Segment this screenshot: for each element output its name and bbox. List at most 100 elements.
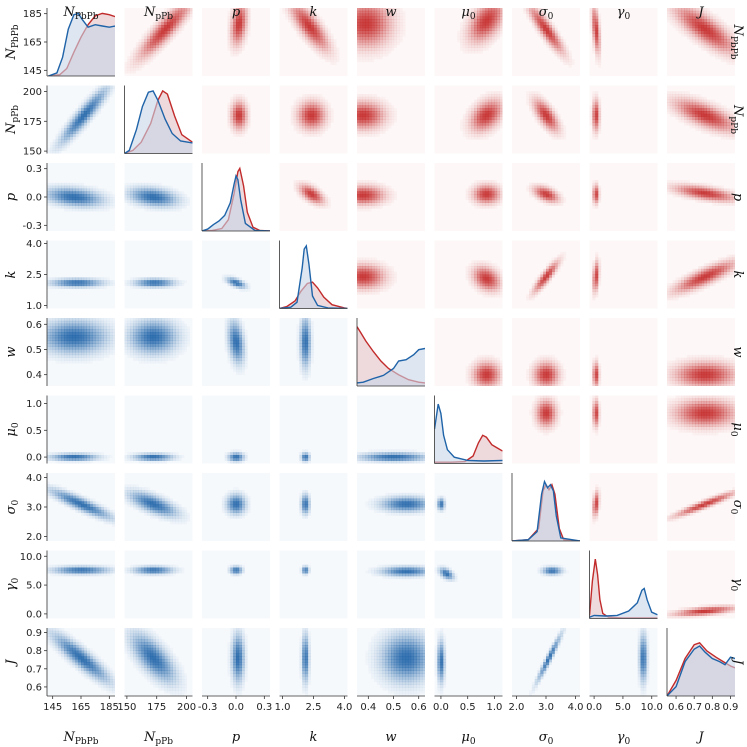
density-cell (678, 108, 682, 112)
density-cell (474, 130, 478, 134)
density-cell (551, 194, 555, 198)
density-cell (78, 202, 82, 206)
density-cell (709, 119, 713, 123)
density-cell (55, 329, 59, 333)
density-cell (689, 285, 693, 289)
density-cell (667, 285, 671, 289)
density-cell (540, 191, 544, 195)
density-cell (362, 111, 366, 115)
density-cell (186, 202, 190, 206)
density-cell (701, 25, 705, 29)
density-cell (393, 13, 397, 17)
density-cell (78, 128, 82, 132)
density-cell (66, 283, 70, 287)
density-cell (703, 47, 707, 51)
density-cell (468, 271, 472, 275)
density-cell (592, 283, 596, 287)
density-cell (69, 326, 73, 330)
marginal-line-blue (202, 173, 270, 231)
density-cell (305, 111, 309, 115)
density-cell (557, 42, 561, 46)
density-cell (388, 116, 392, 120)
density-cell (55, 335, 59, 339)
density-cell (58, 357, 62, 361)
density-cell (172, 199, 176, 203)
density-cell (557, 47, 561, 51)
density-cell (376, 111, 380, 115)
density-cell (155, 205, 159, 209)
density-cell (98, 85, 102, 89)
density-cell (695, 22, 699, 26)
density-cell (316, 53, 320, 57)
density-cell (83, 125, 87, 129)
density-cell (362, 47, 366, 51)
density-cell (241, 96, 245, 100)
density-cell (175, 277, 179, 281)
density-cell (357, 185, 361, 189)
density-cell (462, 113, 466, 117)
density-cell (477, 271, 481, 275)
density-cell (158, 36, 162, 40)
density-cell (172, 188, 176, 192)
density-cell (491, 105, 495, 109)
density-cell (230, 33, 234, 37)
density-cell (382, 27, 386, 31)
density-cell (357, 277, 361, 281)
density-cell (692, 36, 696, 40)
density-cell (471, 263, 475, 267)
density-cell (391, 108, 395, 112)
density-cell (595, 108, 599, 112)
density-cell (138, 39, 142, 43)
density-cell (726, 122, 730, 126)
density-cell (543, 102, 547, 106)
density-cell (598, 128, 602, 132)
density-cell (382, 182, 386, 186)
density-cell (563, 258, 566, 261)
density-cell (230, 97, 233, 100)
density-cell (78, 125, 82, 129)
density-cell (359, 199, 363, 203)
density-cell (546, 185, 550, 189)
density-cell (485, 197, 489, 201)
density-cell (89, 191, 93, 195)
density-cell (241, 113, 245, 117)
density-cell (494, 16, 498, 20)
density-cell (78, 103, 81, 106)
density-cell (357, 108, 361, 112)
density-cell (494, 99, 498, 103)
density-cell (144, 280, 148, 284)
density-cell (175, 188, 179, 192)
density-cell (233, 275, 236, 278)
density-cell (379, 268, 383, 272)
density-cell (488, 283, 492, 287)
density-cell (290, 111, 294, 115)
density-cell (482, 96, 486, 100)
density-cell (302, 96, 306, 100)
density-cell (359, 125, 363, 129)
density-cell (374, 130, 378, 134)
density-cell (371, 56, 375, 60)
density-cell (589, 8, 593, 12)
density-cell (689, 27, 693, 31)
density-cell (548, 19, 552, 23)
density-cell (715, 188, 719, 192)
density-cell (477, 202, 481, 206)
density-cell (474, 122, 478, 126)
density-cell (592, 119, 596, 123)
density-cell (362, 122, 366, 126)
density-cell (592, 266, 596, 270)
density-cell (701, 280, 705, 284)
density-cell (359, 277, 363, 281)
density-cell (319, 42, 323, 46)
density-cell (684, 30, 688, 34)
density-cell (241, 125, 245, 129)
density-cell (169, 205, 173, 209)
density-cell (106, 91, 110, 95)
density-cell (568, 61, 572, 65)
density-cell (402, 34, 405, 37)
density-cell (150, 205, 154, 209)
density-cell (98, 88, 102, 92)
density-cell (86, 99, 90, 103)
density-cell (554, 30, 558, 34)
density-cell (61, 329, 65, 333)
